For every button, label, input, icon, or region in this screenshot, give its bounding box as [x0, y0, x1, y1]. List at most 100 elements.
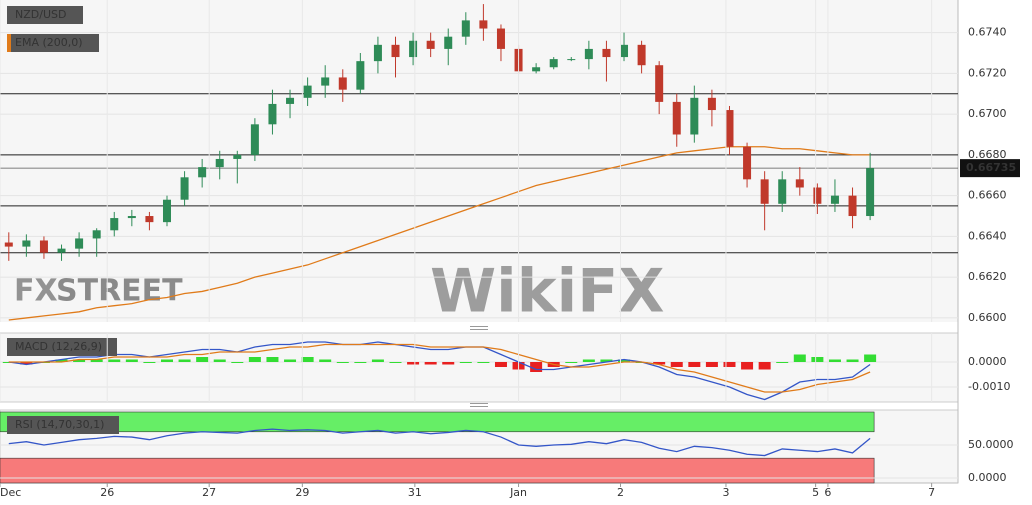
candle-body	[620, 44, 629, 58]
candle-body	[180, 177, 189, 200]
histogram-bar	[582, 359, 595, 362]
histogram-bar	[864, 354, 877, 362]
candle-body	[338, 77, 347, 90]
histogram-bar	[284, 359, 297, 362]
panel-title: MACD (12,26,9)	[15, 340, 102, 353]
candle-body	[707, 97, 716, 111]
candle-body	[479, 20, 488, 29]
candle-body	[532, 67, 541, 72]
histogram-bar	[73, 359, 86, 362]
candle-body	[110, 218, 119, 231]
histogram-bar	[758, 362, 771, 370]
x-tick-label: 5	[812, 486, 819, 499]
histogram-bar	[723, 362, 736, 367]
y-tick-label: 0.6640	[968, 229, 1007, 242]
y-tick-label: 0.6700	[968, 107, 1007, 120]
panel-title: RSI (14,70,30,1)	[15, 418, 104, 431]
candle-body	[743, 146, 752, 180]
histogram-bar	[125, 359, 138, 362]
candle-body	[602, 48, 611, 58]
x-tick-label: 3	[722, 486, 729, 499]
histogram-bar	[811, 357, 824, 362]
watermark: FX	[14, 274, 58, 309]
histogram-bar	[600, 359, 613, 362]
x-tick-label: 6	[824, 486, 831, 499]
y-tick-label: 0.6740	[968, 26, 1007, 39]
histogram-bar	[108, 359, 121, 362]
candle-body	[162, 199, 171, 223]
candle-body	[426, 40, 435, 49]
histogram-bar	[90, 359, 103, 362]
candle-body	[444, 36, 453, 49]
label-box	[7, 6, 83, 24]
histogram-bar	[354, 362, 367, 363]
histogram-bar	[407, 362, 420, 365]
candle-body	[795, 179, 804, 188]
histogram-bar	[160, 359, 173, 362]
rsi-line	[8, 428, 871, 457]
label-box	[7, 416, 119, 434]
candle-body	[725, 110, 734, 147]
y-tick-label: 0.6680	[968, 148, 1007, 161]
histogram-bar	[266, 357, 279, 362]
watermark: WikiFX	[430, 257, 664, 327]
candle-body	[584, 48, 593, 60]
candle-body	[92, 230, 101, 239]
current-price-label: 0.66735	[966, 161, 1016, 174]
candle-body	[39, 240, 48, 253]
histogram-bar	[424, 362, 437, 365]
histogram-bar	[459, 362, 472, 363]
histogram-bar	[828, 359, 841, 362]
candle-body	[760, 179, 769, 204]
histogram-bar	[196, 357, 209, 362]
candle-body	[250, 124, 259, 155]
current-price-box	[960, 159, 1020, 178]
candle-body	[268, 103, 277, 125]
candle-body	[356, 61, 365, 90]
candle-body	[22, 240, 31, 247]
histogram-bar	[846, 359, 859, 362]
macd-line	[8, 343, 871, 393]
x-tick-label: Jan	[509, 486, 527, 499]
candle-body	[567, 59, 576, 61]
x-tick-label: Dec	[0, 486, 21, 499]
histogram-bar	[741, 362, 754, 370]
candle-body	[655, 65, 664, 102]
x-tick-label: 27	[202, 486, 216, 499]
x-tick-label: 29	[295, 486, 309, 499]
candle-body	[373, 44, 382, 62]
candle-body	[830, 195, 839, 204]
y-tick-label: -0.0010	[968, 380, 1010, 393]
y-tick-label: 0.6600	[968, 311, 1007, 324]
candle-body	[461, 20, 470, 37]
y-tick-label: 0.0000	[968, 471, 1007, 484]
histogram-bar	[55, 359, 68, 362]
histogram-bar	[389, 362, 402, 363]
y-tick-label: 0.6620	[968, 270, 1007, 283]
histogram-bar	[213, 359, 226, 362]
candle-body	[549, 59, 558, 68]
histogram-bar	[565, 362, 578, 363]
candle-body	[391, 44, 400, 58]
macd-panel	[0, 332, 959, 403]
histogram-bar	[653, 362, 666, 365]
histogram-bar	[20, 362, 33, 365]
candle-body	[848, 195, 857, 217]
histogram-bar	[143, 362, 156, 363]
panel-title: EMA (200,0)	[15, 36, 83, 49]
y-tick-label: 0.6660	[968, 189, 1007, 202]
y-tick-label: 50.0000	[968, 438, 1014, 451]
candle-body	[286, 97, 295, 104]
price-panel	[0, 0, 958, 322]
candle-body	[778, 179, 787, 204]
candle-body	[813, 187, 822, 204]
candle-body	[145, 216, 154, 223]
candle-body	[637, 44, 646, 66]
histogram-bar	[336, 362, 349, 363]
candle-body	[4, 242, 13, 247]
ema-line	[8, 146, 871, 321]
candle-body	[127, 216, 136, 219]
y-tick-label: 0.6720	[968, 66, 1007, 79]
overbought-zone	[0, 411, 875, 433]
